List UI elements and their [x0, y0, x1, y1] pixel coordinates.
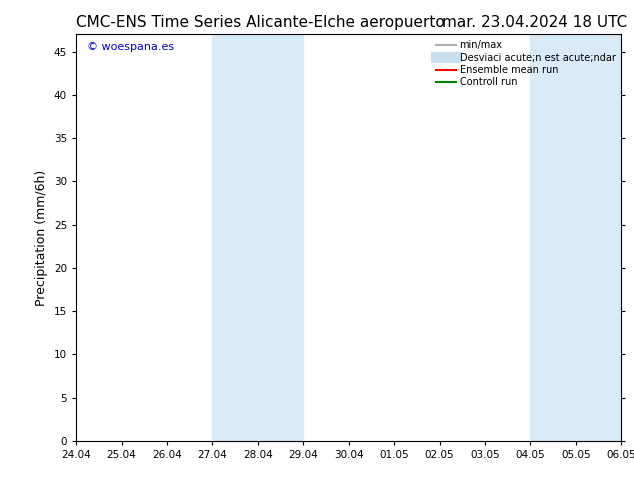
Text: mar. 23.04.2024 18 UTC: mar. 23.04.2024 18 UTC [443, 15, 628, 30]
Legend: min/max, Desviaci acute;n est acute;ndar, Ensemble mean run, Controll run: min/max, Desviaci acute;n est acute;ndar… [436, 39, 616, 88]
Text: CMC-ENS Time Series Alicante-Elche aeropuerto: CMC-ENS Time Series Alicante-Elche aerop… [76, 15, 445, 30]
Bar [531, 34, 621, 441]
Bar [212, 34, 303, 441]
Text: © woespana.es: © woespana.es [87, 43, 174, 52]
Y-axis label: Precipitation (mm/6h): Precipitation (mm/6h) [36, 170, 48, 306]
